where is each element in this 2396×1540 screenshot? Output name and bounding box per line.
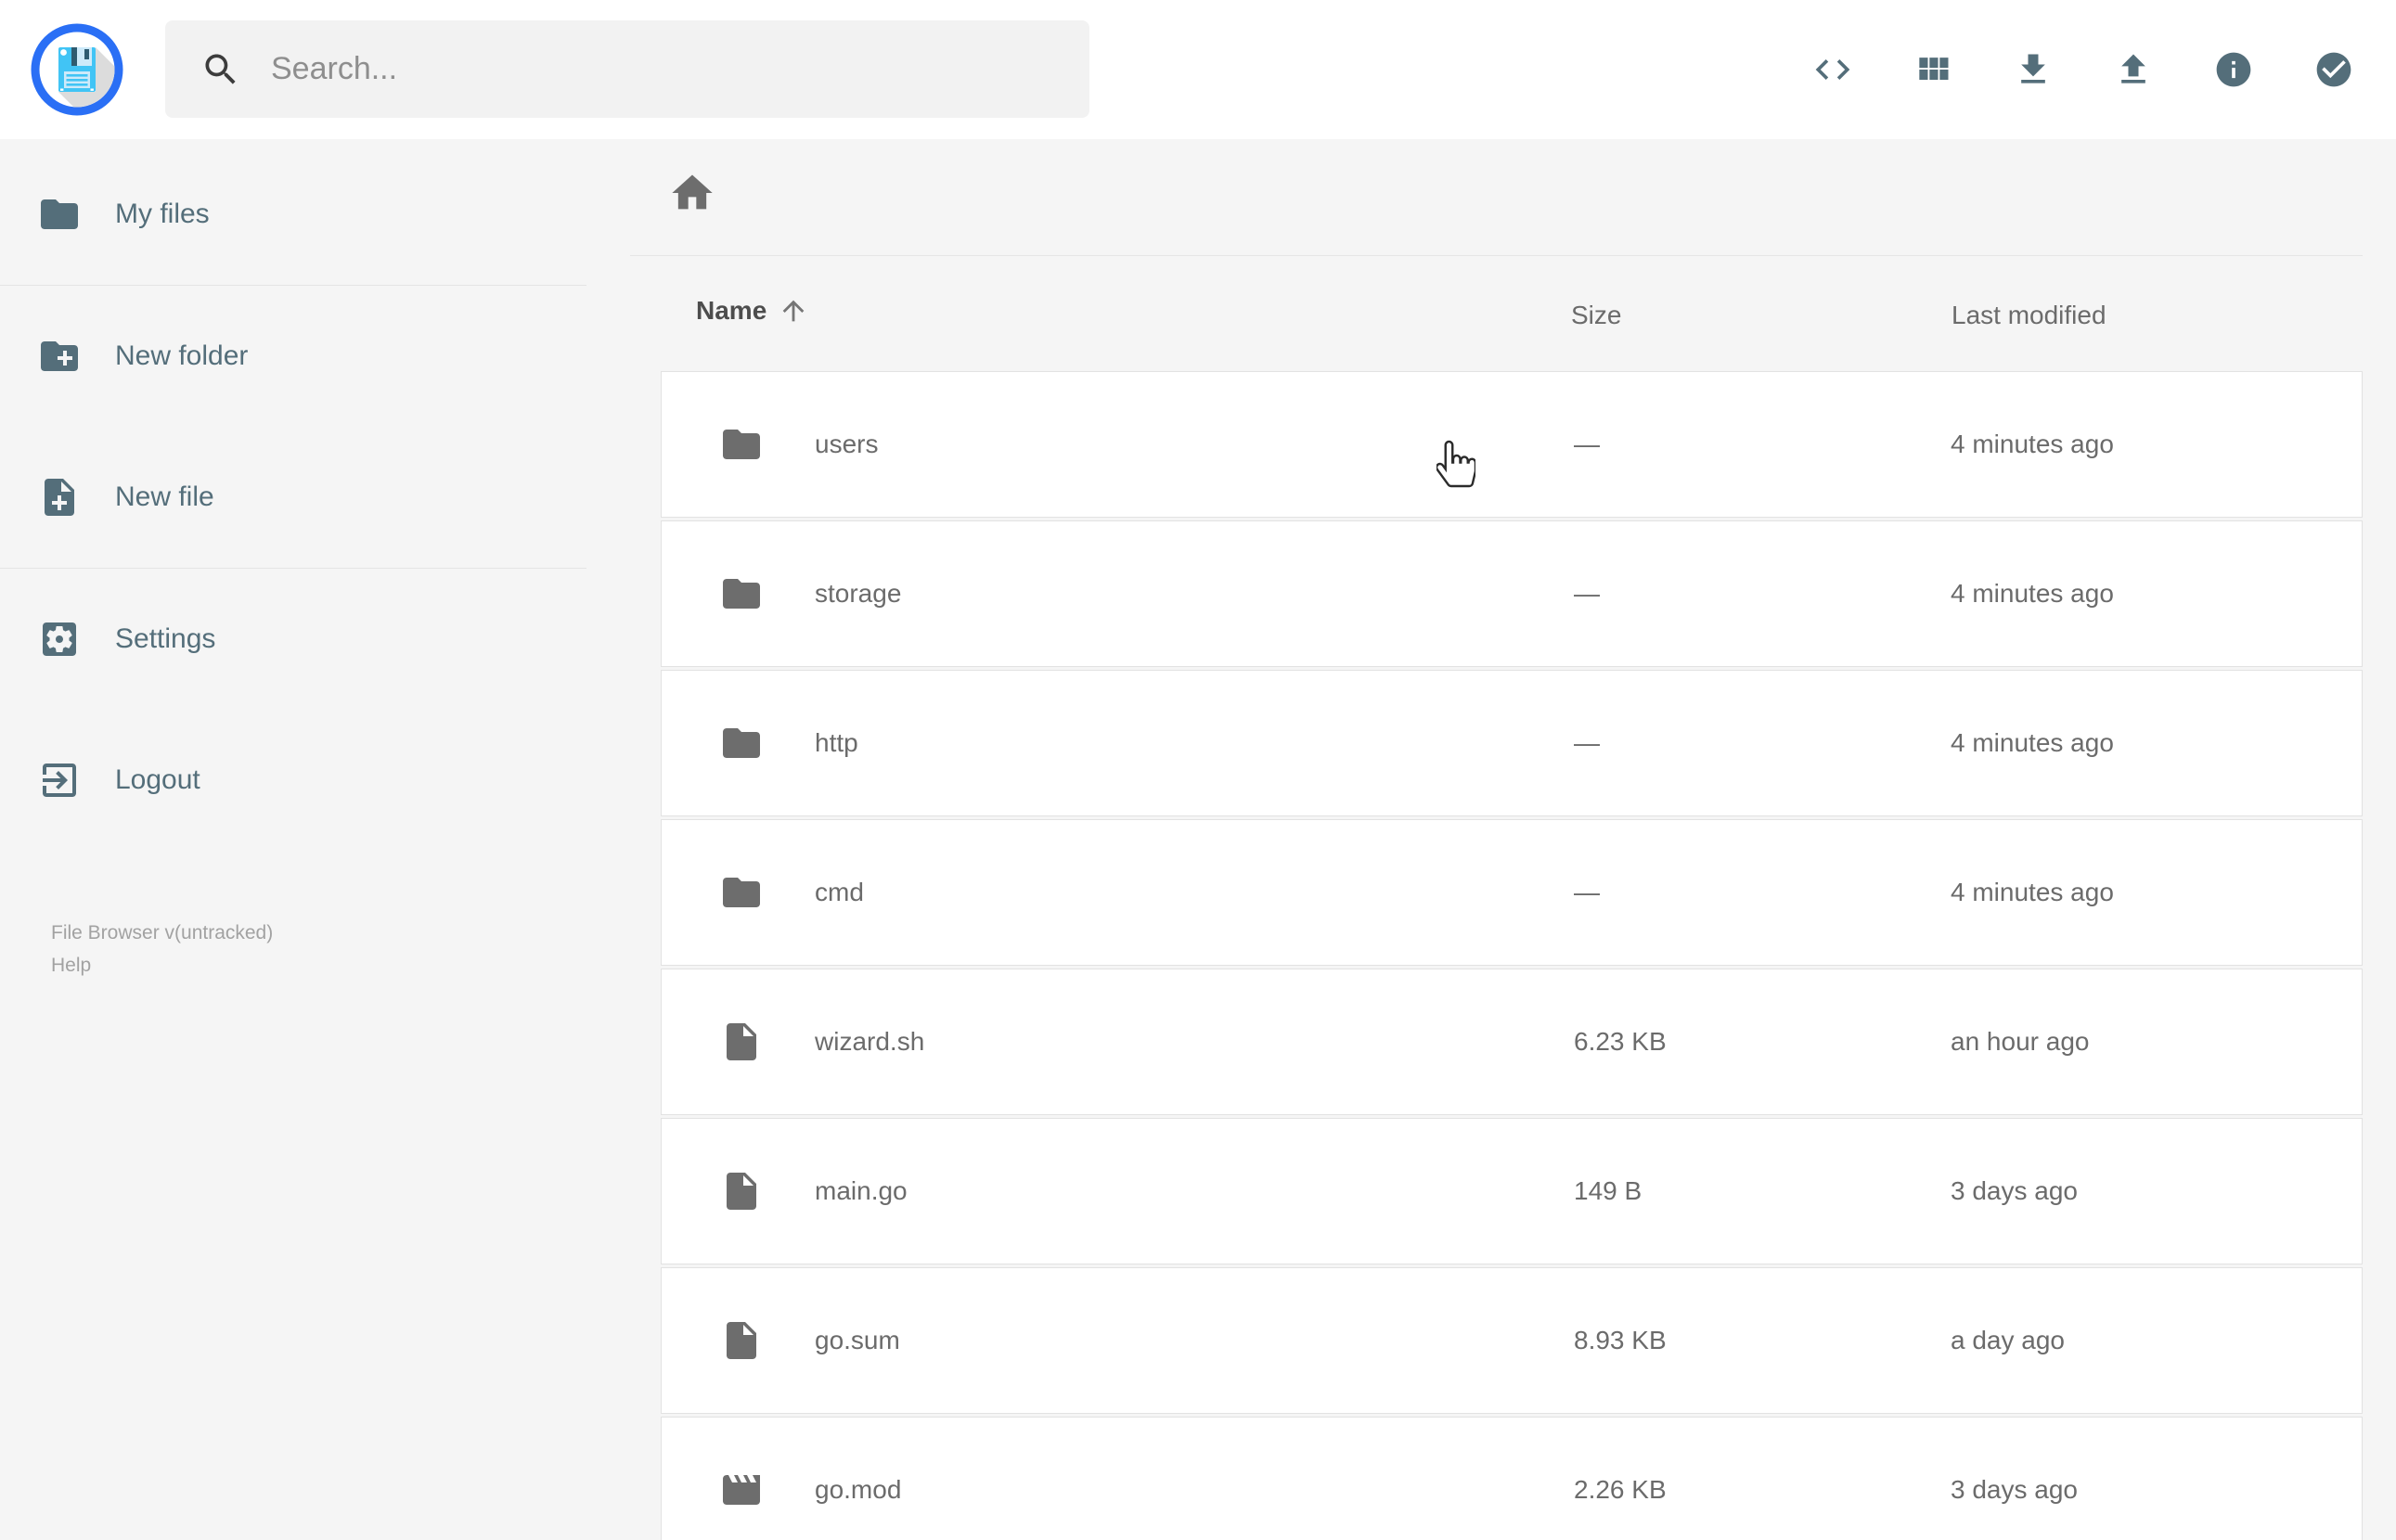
folder-icon [719,571,764,616]
sidebar-item-new-file[interactable]: New file [0,427,586,568]
file-size: — [1574,728,1600,757]
settings-icon [43,622,76,656]
table-row[interactable]: main.go 149 B 3 days ago [661,1118,2363,1264]
file-name: cmd [815,878,864,906]
app-logo[interactable] [31,23,123,116]
file-modified-time: 4 minutes ago [1951,728,2114,757]
sidebar-item-label: New folder [115,340,249,371]
column-header-modified[interactable]: Last modified [1952,301,2106,329]
top-actions [1812,0,2354,139]
file-modified-time: an hour ago [1951,1027,2090,1056]
select-multiple-icon[interactable] [2313,49,2354,90]
file-icon [719,1318,764,1363]
file-name: users [815,430,879,458]
folder-icon [41,199,78,229]
file-name: wizard.sh [815,1027,925,1056]
sidebar-item-logout[interactable]: Logout [0,710,586,851]
floppy-disk-logo-icon [31,23,123,116]
sidebar-footer: File Browser v(untracked) Help [51,917,273,982]
table-row[interactable]: users — 4 minutes ago [661,371,2363,518]
file-name: storage [815,579,902,608]
file-name: http [815,728,858,757]
file-size: — [1574,878,1600,906]
table-row[interactable]: storage — 4 minutes ago [661,520,2363,667]
table-row[interactable]: go.sum 8.93 KB a day ago [661,1267,2363,1414]
home-icon [672,174,713,210]
note-add-icon [45,479,74,516]
file-size: — [1574,579,1600,608]
file-name: go.mod [815,1475,902,1504]
info-icon[interactable] [2213,49,2254,90]
breadcrumb-divider [630,255,2363,256]
file-size: 8.93 KB [1574,1326,1667,1354]
file-size: 2.26 KB [1574,1475,1667,1504]
create-new-folder-icon [41,341,78,371]
sidebar-divider [0,568,586,569]
file-name: go.sum [815,1326,900,1354]
sidebar-item-label: My files [115,199,210,229]
sidebar-item-my-files[interactable]: My files [0,144,586,285]
sidebar-item-label: Logout [115,764,200,795]
file-modified-time: 4 minutes ago [1951,878,2114,906]
file-modified-time: a day ago [1951,1326,2065,1354]
sidebar-item-settings[interactable]: Settings [0,569,586,710]
file-modified-time: 4 minutes ago [1951,430,2114,458]
file-list: users — 4 minutes ago storage — 4 minutes ago… [661,371,2363,1540]
file-listing-panel: Name Size Last modified users — 4 minutes … [586,139,2396,1540]
file-modified-time: 3 days ago [1951,1475,2078,1504]
file-modified-time: 4 minutes ago [1951,579,2114,608]
search-icon [205,54,236,84]
search-bar [165,20,1089,118]
app-version-text: File Browser v(untracked) [51,922,274,943]
folder-icon [719,870,764,915]
file-size: — [1574,430,1600,458]
download-icon[interactable] [2013,49,2054,90]
grid-view-icon[interactable] [1913,49,1953,90]
file-size: 6.23 KB [1574,1027,1667,1056]
code-icon[interactable] [1812,49,1853,90]
help-link[interactable]: Help [51,955,92,976]
file-size: 149 B [1574,1176,1642,1205]
folder-icon [719,721,764,765]
file-modified-time: 3 days ago [1951,1176,2078,1205]
movie-file-icon [719,1468,764,1512]
file-icon [719,1020,764,1064]
table-row[interactable]: go.mod 2.26 KB 3 days ago [661,1417,2363,1540]
file-name: main.go [815,1176,908,1205]
sidebar-item-label: New file [115,481,214,512]
sidebar: My files New folder New file Settings [0,139,586,1540]
sort-ascending-arrow-icon [782,300,805,322]
search-input[interactable] [269,50,1049,88]
breadcrumb-home-button[interactable] [668,169,716,217]
sidebar-divider [0,285,586,286]
file-icon [719,1169,764,1213]
upload-icon[interactable] [2113,49,2154,90]
column-header-name-label: Name [696,296,767,325]
sidebar-item-label: Settings [115,623,216,654]
folder-icon [719,422,764,467]
column-header-size[interactable]: Size [1571,301,1622,329]
sidebar-item-new-folder[interactable]: New folder [0,286,586,427]
table-row[interactable]: http — 4 minutes ago [661,670,2363,816]
logout-icon [43,764,76,797]
table-row[interactable]: wizard.sh 6.23 KB an hour ago [661,969,2363,1115]
top-bar [0,0,2396,139]
column-header-name[interactable]: Name [696,295,809,327]
table-row[interactable]: cmd — 4 minutes ago [661,819,2363,966]
